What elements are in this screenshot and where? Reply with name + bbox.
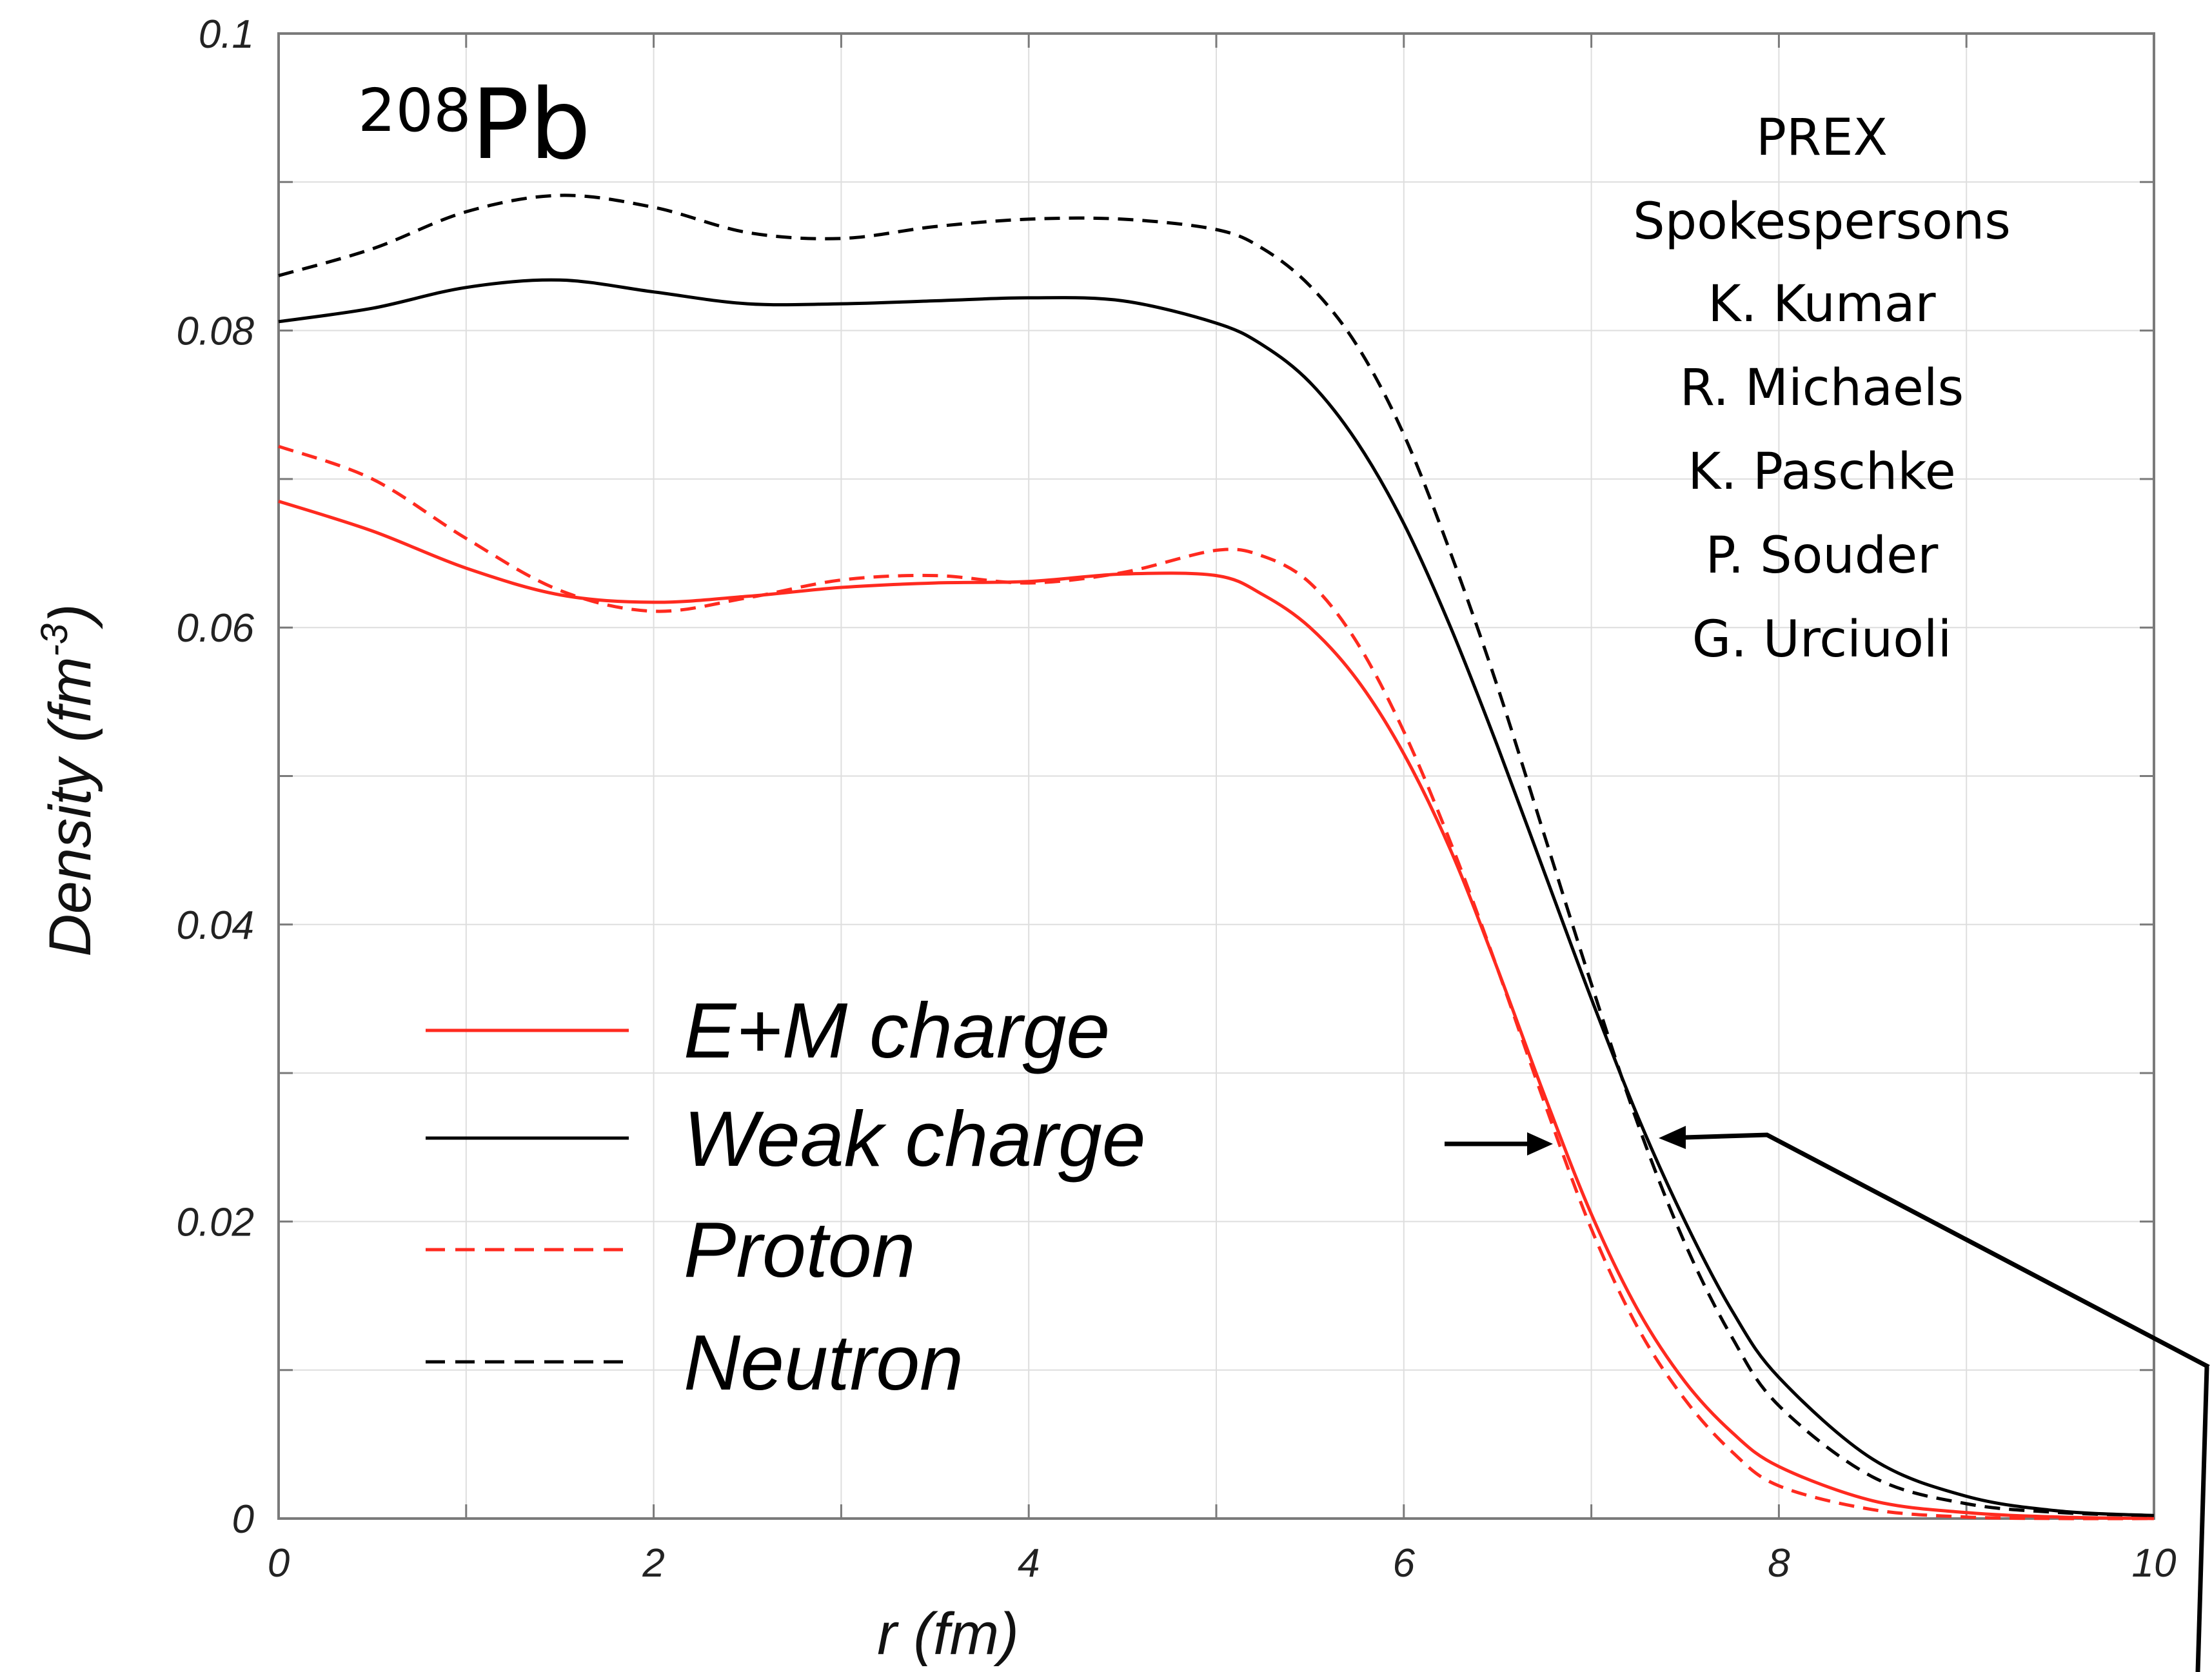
nucleus-symbol: Pb: [471, 69, 591, 181]
x-tick-label: 2: [642, 1541, 664, 1586]
arrow-right-vertical: [2195, 1366, 2209, 1672]
series-line-proton: [278, 444, 2155, 1520]
y-tick-label: 0.1: [199, 12, 254, 57]
legend-label-neutron: Neutron: [684, 1319, 963, 1406]
y-axis-title-exponent: -3: [34, 624, 75, 657]
legend-label-proton: Proton: [684, 1206, 915, 1293]
x-tick-label: 6: [1393, 1541, 1416, 1586]
y-tick-label: 0.06: [176, 606, 254, 651]
x-tick-label: 4: [1018, 1541, 1040, 1586]
series-line-e-m-charge: [278, 500, 2155, 1520]
series-lines: [278, 193, 2155, 1520]
y-tick-label: 0.02: [176, 1200, 254, 1244]
credit-line-4: R. Michaels: [1680, 359, 1964, 417]
y-axis-title: Density (fm-3): [34, 604, 103, 956]
credit-line-5: K. Paschke: [1688, 443, 1955, 501]
credit-line-7: G. Urciuoli: [1692, 611, 1952, 669]
nucleus-label: 208Pb: [358, 69, 591, 181]
credit-line-6: P. Souder: [1706, 527, 1939, 585]
x-tick-label: 10: [2132, 1541, 2177, 1586]
series-line-neutron: [278, 193, 2155, 1517]
legend-label-weak-charge: Weak charge: [684, 1095, 1146, 1183]
arrow-left-head: [1527, 1132, 1553, 1156]
nucleus-mass-number: 208: [358, 76, 471, 145]
annotation-arrows: [1445, 1126, 2210, 1672]
credit-line-1: PREX: [1756, 109, 1888, 167]
y-tick-label: 0: [232, 1497, 254, 1542]
credit-line-3: K. Kumar: [1708, 275, 1936, 333]
series-line-weak-charge: [278, 278, 2155, 1517]
x-axis-title: r (fm): [877, 1601, 1019, 1667]
x-tick-label: 0: [268, 1541, 290, 1586]
y-tick-label: 0.08: [176, 310, 254, 354]
grid-lines: [279, 34, 2154, 1519]
axis-ticks: 0 2 4 6 8 10 0 0.02 0.04 0.06 0.08 0.1: [176, 12, 2176, 1586]
arrow-right-shaft: [1684, 1132, 2210, 1370]
credits-block: PREX Spokespersons K. Kumar R. Michaels …: [1633, 109, 2011, 669]
y-axis-title-main: Density (fm: [37, 657, 103, 957]
credit-line-2: Spokespersons: [1633, 193, 2011, 251]
arrow-right-head: [1659, 1126, 1686, 1149]
legend-label-em-charge: E+M charge: [684, 987, 1110, 1074]
x-tick-label: 8: [1768, 1541, 1790, 1586]
legend: E+M charge Weak charge Proton Neutron: [426, 987, 1146, 1406]
y-tick-label: 0.04: [176, 903, 254, 948]
